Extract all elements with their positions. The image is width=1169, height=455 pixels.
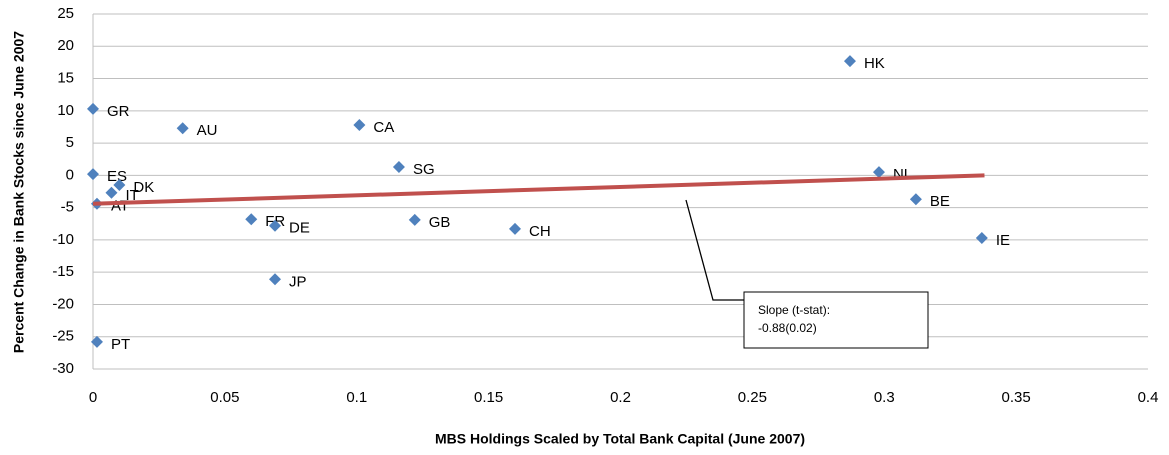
x-tick-label: 0 bbox=[89, 389, 97, 406]
x-axis-title: MBS Holdings Scaled by Total Bank Capita… bbox=[435, 431, 805, 447]
annotation-text: Slope (t-stat): bbox=[758, 303, 830, 317]
x-tick-label: 0.2 bbox=[610, 389, 631, 406]
point-label: CA bbox=[373, 119, 394, 136]
point bbox=[105, 186, 118, 199]
callout-line bbox=[685, 199, 744, 301]
y-tick-label: 10 bbox=[57, 102, 74, 119]
y-tick-label: -5 bbox=[61, 199, 74, 216]
point-label: GR bbox=[107, 103, 130, 120]
y-tick-label: 25 bbox=[57, 5, 74, 22]
point bbox=[113, 179, 126, 192]
y-tick-label: -30 bbox=[52, 360, 74, 377]
point-label: IT bbox=[125, 187, 138, 204]
point bbox=[87, 102, 99, 115]
trend-line bbox=[92, 173, 985, 206]
point bbox=[268, 219, 281, 232]
point-label: PT bbox=[111, 336, 130, 353]
y-tick-label: -15 bbox=[52, 263, 74, 280]
point-label: IE bbox=[996, 232, 1010, 249]
point-label: BE bbox=[930, 193, 950, 210]
y-tick-label: 15 bbox=[57, 70, 74, 87]
point bbox=[975, 231, 988, 244]
point bbox=[353, 119, 366, 132]
y-tick-label: 0 bbox=[66, 166, 74, 183]
point bbox=[90, 335, 103, 348]
point bbox=[509, 222, 521, 235]
x-tick-label: 0.05 bbox=[210, 389, 239, 406]
point-label: DE bbox=[289, 220, 310, 237]
x-tick-label: 0.15 bbox=[474, 389, 503, 406]
annotation-text: -0.88(0.02) bbox=[758, 321, 817, 335]
point-label: SG bbox=[413, 161, 435, 178]
x-tick-label: 0.4 bbox=[1138, 389, 1159, 406]
x-tick-label: 0.25 bbox=[738, 389, 767, 406]
point-label: GB bbox=[429, 214, 451, 231]
point bbox=[87, 168, 99, 181]
point bbox=[176, 122, 189, 135]
point bbox=[408, 213, 421, 226]
annotation-box bbox=[743, 291, 929, 349]
x-tick-label: 0.35 bbox=[1002, 389, 1031, 406]
point-label: AT bbox=[111, 198, 129, 215]
point bbox=[872, 166, 885, 179]
y-axis-title: Percent Change in Bank Stocks since June… bbox=[11, 31, 27, 353]
point-label: NL bbox=[893, 166, 912, 183]
y-tick-label: 20 bbox=[57, 37, 74, 54]
point bbox=[392, 160, 405, 173]
point bbox=[245, 213, 258, 226]
point-label: JP bbox=[289, 273, 307, 290]
y-tick-label: -20 bbox=[52, 295, 74, 312]
y-tick-label: 5 bbox=[66, 134, 74, 151]
point-label: CH bbox=[529, 223, 551, 240]
point-label: ES bbox=[107, 168, 127, 185]
point-label: HK bbox=[864, 55, 885, 72]
point bbox=[268, 273, 281, 286]
point bbox=[843, 55, 856, 68]
y-tick-label: -10 bbox=[52, 231, 74, 248]
point-label: DK bbox=[133, 179, 154, 196]
x-tick-label: 0.1 bbox=[346, 389, 367, 406]
x-tick-label: 0.3 bbox=[874, 389, 895, 406]
point bbox=[909, 193, 922, 206]
y-tick-label: -25 bbox=[52, 328, 74, 345]
point-label: AU bbox=[197, 122, 218, 139]
